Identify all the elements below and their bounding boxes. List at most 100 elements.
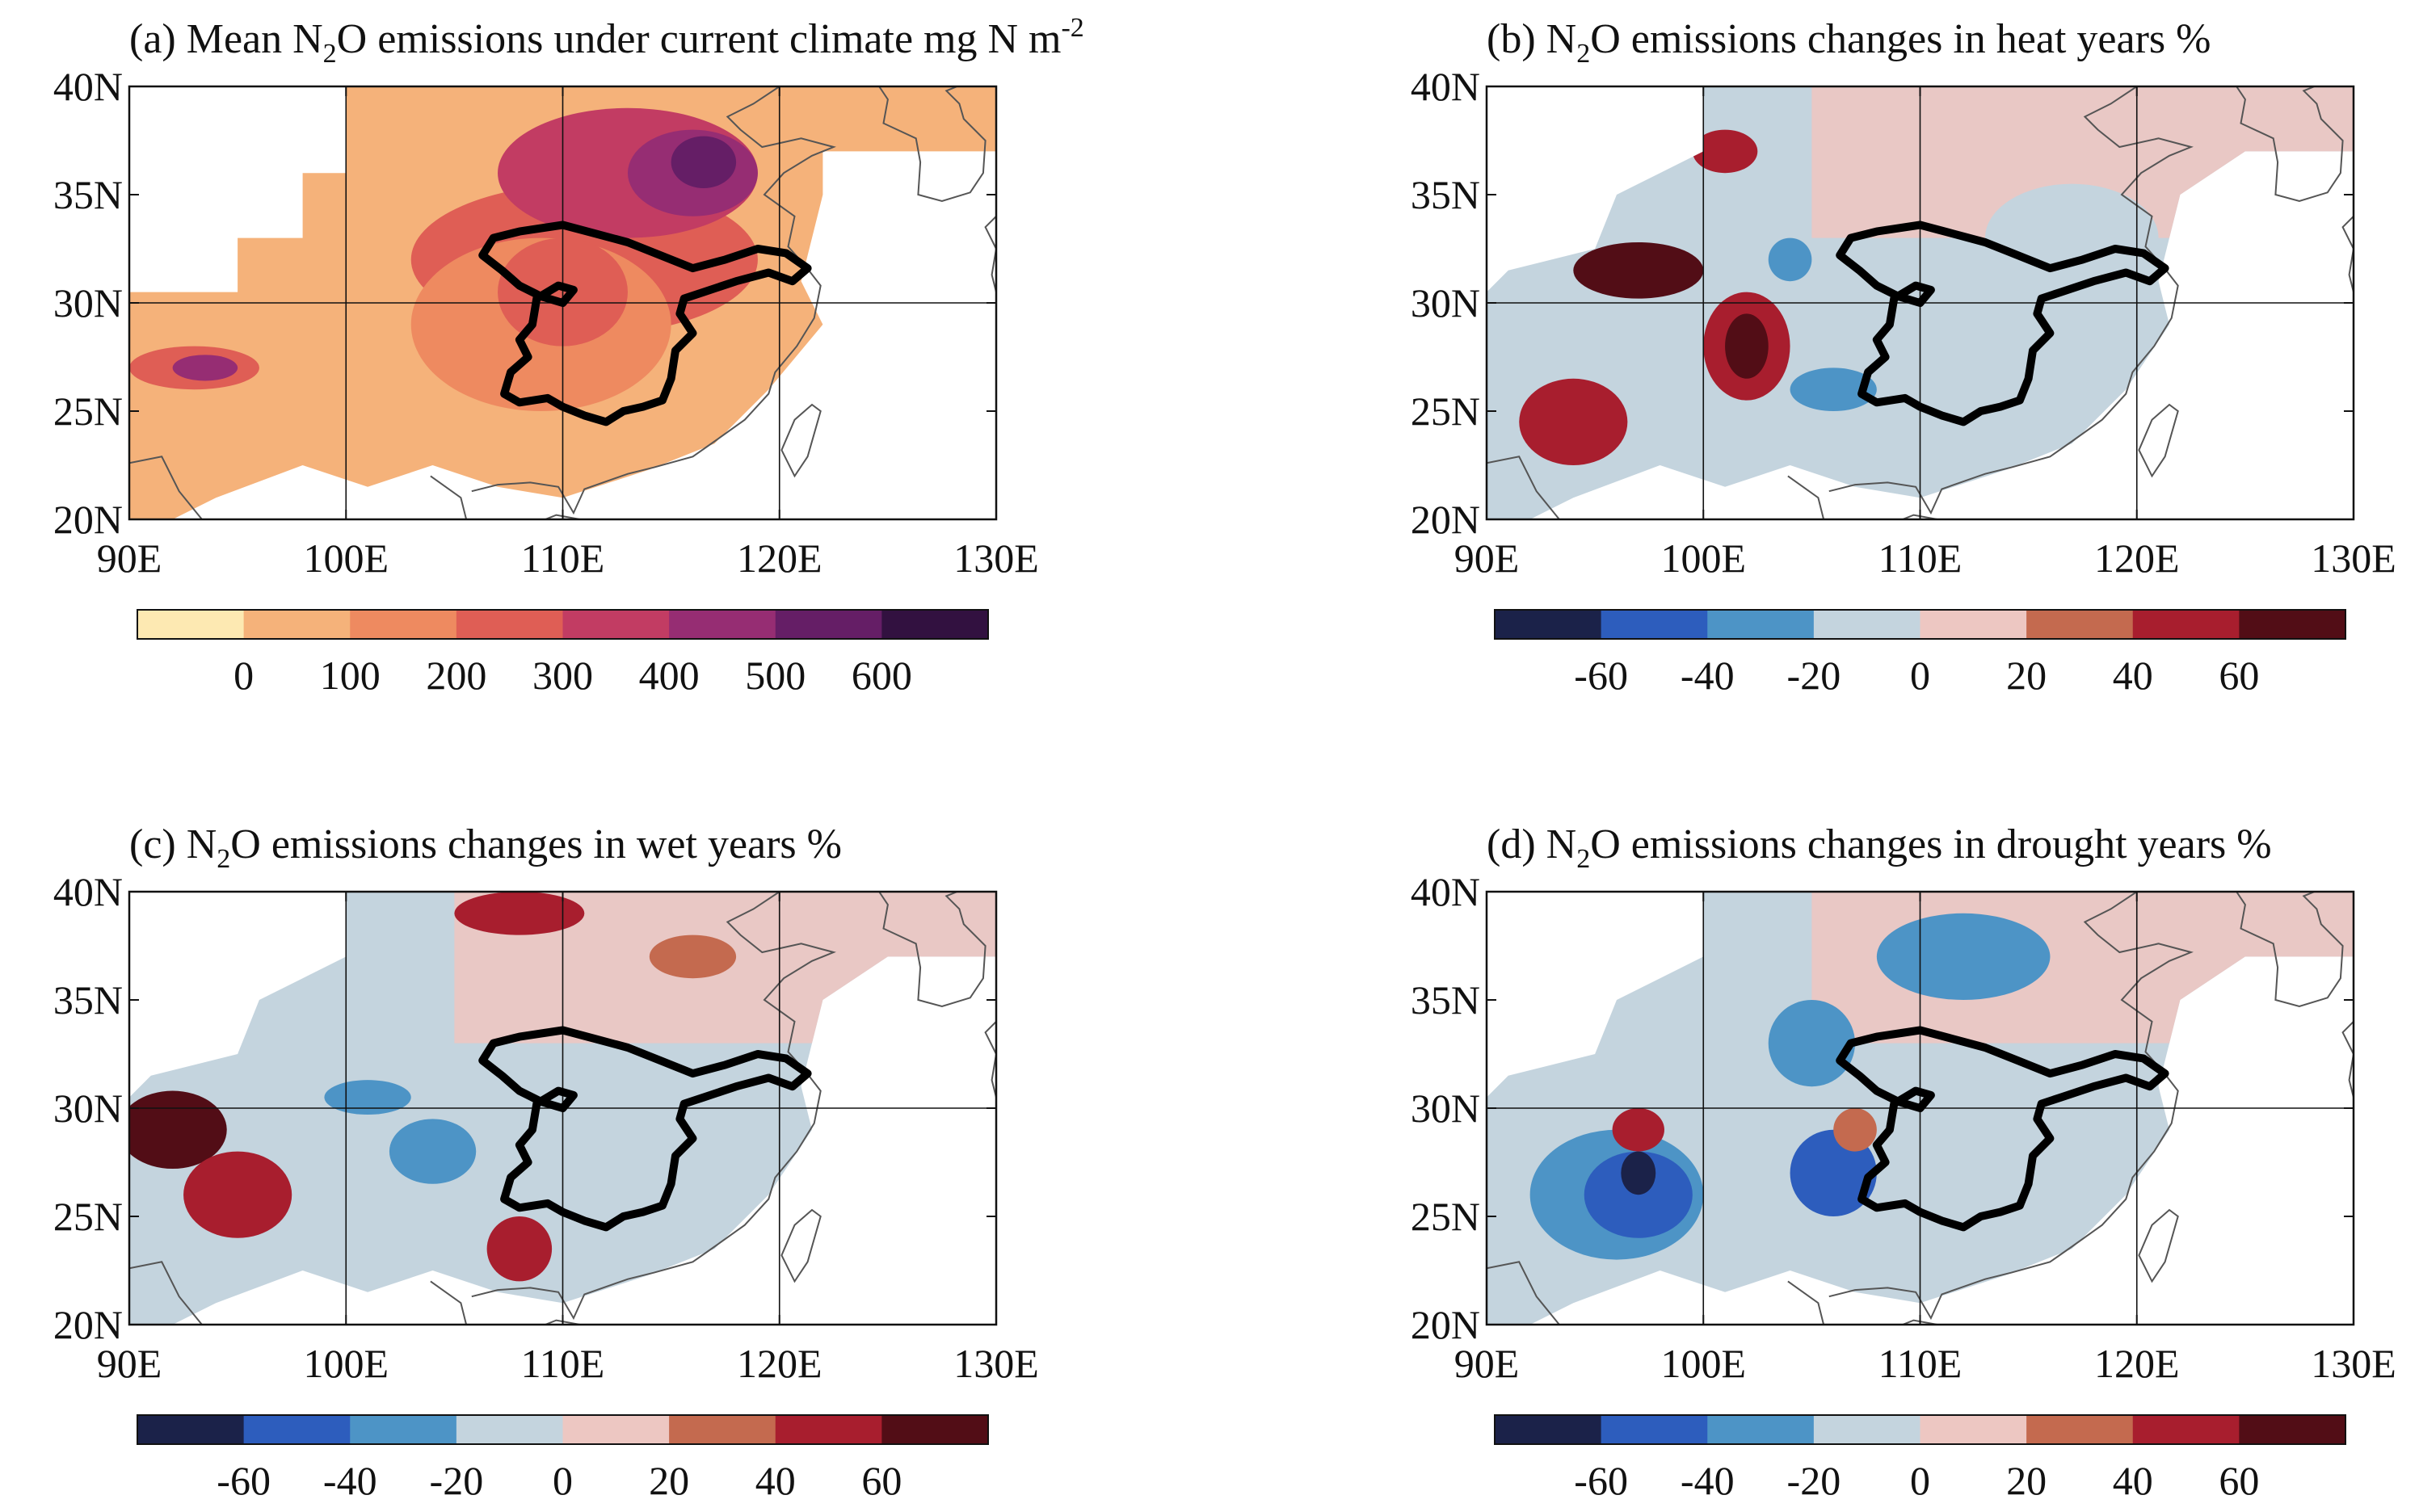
basin-outline <box>478 220 812 426</box>
field-blob-0 <box>129 1090 227 1170</box>
panel-title: (d) N2O emissions changes in drought yea… <box>1487 821 2272 874</box>
coast-line-0 <box>471 86 836 515</box>
x-tick-label: 100E <box>303 1341 389 1386</box>
panel-title: (a) Mean N2O emissions under current cli… <box>129 13 1084 69</box>
colorbar-swatch-3 <box>456 610 563 639</box>
field-blob-4 <box>1573 242 1704 299</box>
basin-outline <box>1836 220 2169 426</box>
coast-line-3 <box>430 475 468 519</box>
field-blob-8 <box>1768 237 1812 282</box>
field-blob-6 <box>1612 1108 1664 1152</box>
x-tick-label: 120E <box>737 536 822 581</box>
y-tick-label: 30N <box>53 1086 123 1131</box>
colorbar-label: 0 <box>553 1458 573 1503</box>
coast-line-2 <box>129 456 204 519</box>
colorbar-label: -20 <box>430 1458 484 1503</box>
colorbar-label: -20 <box>1787 653 1841 698</box>
y-tick-label: 25N <box>53 388 123 434</box>
colorbar-label: 200 <box>426 653 486 698</box>
island-2 <box>984 1020 996 1098</box>
field-blob-4 <box>486 1216 553 1282</box>
title-subscript: 2 <box>217 844 230 874</box>
colorbar-swatch-1 <box>243 1415 351 1444</box>
coast-line-3 <box>430 1280 468 1325</box>
colorbar-label: 40 <box>2113 653 2153 698</box>
colorbar-swatch-3 <box>1813 610 1920 639</box>
island-2 <box>2341 215 2354 292</box>
colorbar-label: -40 <box>1681 653 1735 698</box>
x-tick-label: 90E <box>97 536 162 581</box>
colorbar-swatch-6 <box>2132 610 2240 639</box>
colorbar-swatch-7 <box>2239 610 2346 639</box>
title-main: (c) N <box>129 821 217 867</box>
x-tick-label: 110E <box>1878 536 1963 581</box>
colorbar-swatch-4 <box>1920 1415 2027 1444</box>
coast-line-3 <box>1787 1280 1825 1325</box>
x-tick-label: 120E <box>2094 1341 2180 1386</box>
panel-title: (b) N2O emissions changes in heat years … <box>1487 16 2211 69</box>
island-1 <box>2138 403 2179 478</box>
x-tick-label: 120E <box>737 1341 822 1386</box>
island-2 <box>2341 1020 2354 1098</box>
island-1 <box>780 1208 822 1283</box>
colorbar-swatch-0 <box>137 610 245 639</box>
colorbar: -60 -40 -20 0 20 40 60 <box>1494 1414 2346 1503</box>
x-tick-label: 130E <box>2311 1341 2396 1386</box>
colorbar-swatch-7 <box>881 610 989 639</box>
field-blob-1 <box>183 1151 292 1238</box>
colorbar-frame <box>137 1414 989 1445</box>
y-tick-label: 35N <box>53 172 123 217</box>
colorbar-swatch-6 <box>775 1415 882 1444</box>
field-blob-5 <box>1519 378 1628 465</box>
title-rest: O emissions under current climate mg N m <box>337 16 1062 62</box>
x-tick-label: 130E <box>2311 536 2396 581</box>
colorbar: -60 -40 -20 0 20 40 60 <box>137 1414 989 1503</box>
colorbar-swatch-7 <box>2239 1415 2346 1444</box>
x-tick-label: 90E <box>1454 1341 1520 1386</box>
colorbar-label: 20 <box>649 1458 689 1503</box>
colorbar-swatch-0 <box>1495 1415 1602 1444</box>
field-blob-3 <box>389 1119 477 1184</box>
panel-a: 20N 25N 30N 35N 40N 90E 100E 110E 120E 130E (a) Me… <box>53 13 1084 698</box>
colorbar-swatch-7 <box>881 1415 989 1444</box>
y-tick-label: 20N <box>1411 1302 1480 1347</box>
colorbar-label: 20 <box>2006 1458 2047 1503</box>
y-tick-label: 35N <box>1411 172 1480 217</box>
colorbar-swatch-5 <box>2026 1415 2134 1444</box>
field-blob-2 <box>1621 1151 1656 1195</box>
island-2 <box>984 215 996 292</box>
basin-outline <box>1836 1026 2169 1232</box>
field-blob-4 <box>1768 1000 1856 1087</box>
colorbar-label: 60 <box>2219 1458 2259 1503</box>
x-tick-label: 100E <box>303 536 389 581</box>
colorbar-swatch-2 <box>1707 1415 1815 1444</box>
colorbar-label: 60 <box>861 1458 902 1503</box>
colorbar-label: 600 <box>852 653 912 698</box>
field-blob-3 <box>671 136 737 188</box>
colorbar-label: 40 <box>755 1458 796 1503</box>
colorbar-label: -40 <box>323 1458 377 1503</box>
coast-line-0 <box>1828 892 2194 1321</box>
colorbar-swatch-0 <box>1495 610 1602 639</box>
title-superscript: -2 <box>1061 13 1083 43</box>
colorbar: -60 -40 -20 0 20 40 60 <box>1494 609 2346 698</box>
x-tick-label: 110E <box>1878 1341 1963 1386</box>
y-tick-label: 30N <box>53 280 123 326</box>
coast-line-0 <box>471 892 836 1321</box>
y-tick-label: 35N <box>1411 977 1480 1023</box>
field-blob-2 <box>454 892 585 935</box>
x-tick-label: 110E <box>521 536 605 581</box>
colorbar-swatch-6 <box>2132 1415 2240 1444</box>
colorbar-swatch-2 <box>350 1415 457 1444</box>
y-tick-label: 20N <box>1411 497 1480 542</box>
coast-line-1 <box>2236 892 2344 1008</box>
coast-line-0 <box>1828 86 2194 515</box>
colorbar-label: -40 <box>1681 1458 1735 1503</box>
field-blob-3 <box>1725 313 1769 379</box>
field-blob-1 <box>1984 183 2159 292</box>
colorbar-label: -60 <box>1574 1458 1628 1503</box>
colorbar-swatch-1 <box>1601 610 1708 639</box>
coast-line-2 <box>1487 1261 1561 1325</box>
